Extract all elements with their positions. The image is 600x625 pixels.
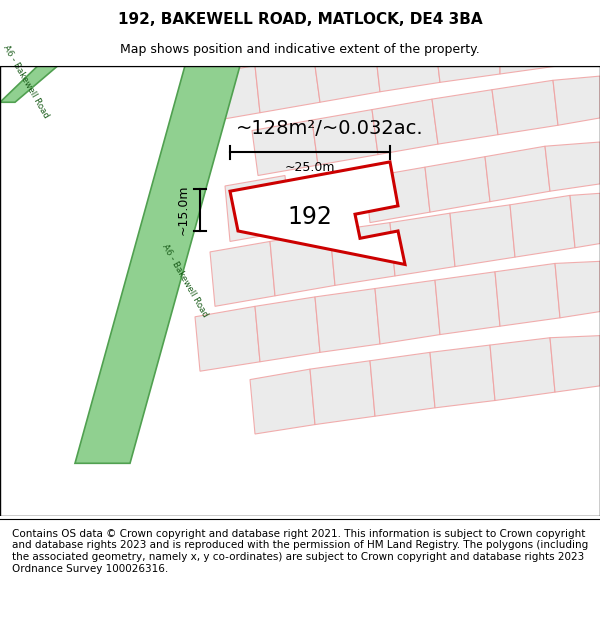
Polygon shape [553, 76, 600, 125]
Polygon shape [250, 369, 315, 434]
Polygon shape [430, 345, 495, 408]
Polygon shape [555, 261, 600, 318]
Text: A6 - Bakewell Road: A6 - Bakewell Road [1, 43, 50, 119]
Text: ~25.0m: ~25.0m [285, 161, 335, 174]
Polygon shape [252, 120, 318, 176]
Polygon shape [390, 213, 455, 276]
Polygon shape [510, 196, 575, 257]
Polygon shape [432, 90, 498, 144]
Polygon shape [365, 167, 430, 222]
Polygon shape [230, 162, 405, 264]
Text: 192: 192 [287, 206, 332, 229]
Text: Map shows position and indicative extent of the property.: Map shows position and indicative extent… [120, 42, 480, 56]
Polygon shape [375, 280, 440, 344]
Text: A6 - Bakewell Road: A6 - Bakewell Road [160, 242, 209, 318]
Polygon shape [372, 99, 438, 154]
Polygon shape [315, 289, 380, 352]
Polygon shape [225, 176, 290, 241]
Polygon shape [310, 361, 375, 424]
Polygon shape [450, 205, 515, 266]
Polygon shape [315, 66, 380, 102]
Polygon shape [195, 306, 260, 371]
Polygon shape [255, 66, 320, 112]
Polygon shape [377, 66, 440, 92]
Text: 192, BAKEWELL ROAD, MATLOCK, DE4 3BA: 192, BAKEWELL ROAD, MATLOCK, DE4 3BA [118, 12, 482, 27]
Polygon shape [330, 222, 395, 286]
Text: ~128m²/~0.032ac.: ~128m²/~0.032ac. [236, 119, 424, 138]
Polygon shape [485, 146, 550, 202]
Polygon shape [500, 66, 560, 74]
Polygon shape [550, 336, 600, 392]
Polygon shape [210, 241, 275, 306]
Text: Contains OS data © Crown copyright and database right 2021. This information is : Contains OS data © Crown copyright and d… [12, 529, 588, 574]
Polygon shape [270, 231, 335, 296]
Polygon shape [492, 80, 558, 135]
Polygon shape [255, 297, 320, 362]
Polygon shape [570, 193, 600, 248]
Polygon shape [425, 157, 490, 212]
Polygon shape [545, 142, 600, 191]
Polygon shape [370, 352, 435, 416]
Polygon shape [435, 272, 500, 334]
Polygon shape [0, 66, 58, 102]
Polygon shape [438, 66, 500, 82]
Text: ~15.0m: ~15.0m [177, 185, 190, 235]
Polygon shape [495, 263, 560, 326]
Polygon shape [75, 66, 240, 463]
Polygon shape [312, 109, 378, 165]
Polygon shape [195, 66, 260, 123]
Polygon shape [490, 338, 555, 401]
